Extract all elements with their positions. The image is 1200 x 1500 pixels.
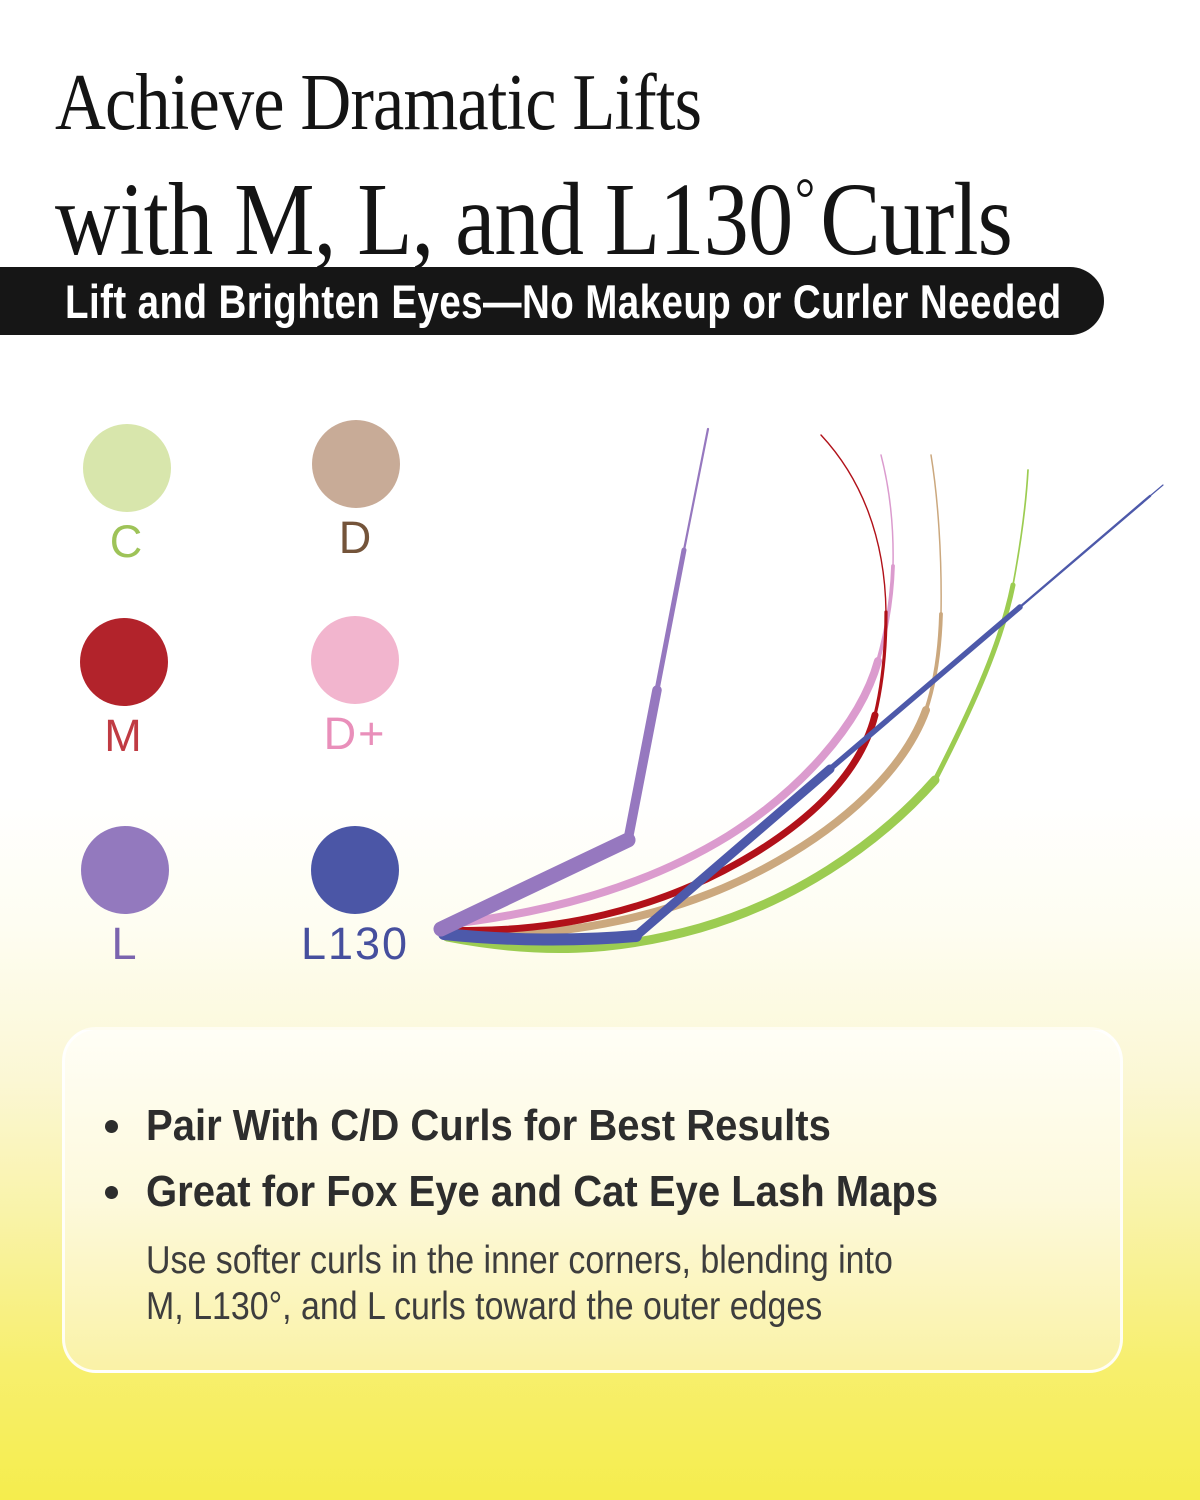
banner-text: Lift and Brighten Eyes—No Makeup or Curl…: [65, 274, 1062, 328]
curl-curve-l130: [438, 484, 1164, 946]
curl-curve-d-plus: [439, 454, 895, 929]
legend-label-l130: L130: [300, 918, 410, 969]
legend-label-m: M: [104, 710, 144, 761]
legend-label-d-plus: D+: [323, 708, 387, 759]
title-line-2: with M, L, and L130°Curls: [55, 146, 1013, 273]
legend-label-c: C: [109, 516, 145, 567]
bullet-item-1: Pair With C/D Curls for Best Results: [65, 1100, 1120, 1162]
legend-swatch-l130: [311, 826, 399, 914]
legend-item-d-plus: D+: [311, 616, 399, 759]
bullet-text-2: Great for Fox Eye and Cat Eye Lash Maps: [146, 1167, 939, 1216]
bullet-dot: [105, 1120, 118, 1133]
legend-swatch-d-plus: [311, 616, 399, 704]
legend-swatch-m: [80, 618, 168, 706]
bullet-item-2: Great for Fox Eye and Cat Eye Lash Maps: [65, 1166, 1120, 1228]
legend-item-l: L: [81, 826, 169, 969]
legend-swatch-c: [83, 424, 171, 512]
info-card: Pair With C/D Curls for Best Results Gre…: [62, 1027, 1123, 1373]
title-line-2-suffix: Curls: [820, 162, 1013, 278]
degree-symbol: °: [794, 166, 816, 231]
legend-swatch-d: [312, 420, 400, 508]
bullet-dot: [105, 1186, 118, 1199]
note-line-1: Use softer curls in the inner corners, b…: [146, 1239, 893, 1282]
title-line-1: Achieve Dramatic Lifts: [55, 57, 702, 147]
curl-curve-c: [442, 469, 1029, 954]
banner: Lift and Brighten Eyes—No Makeup or Curl…: [0, 267, 1104, 335]
bullet-text-1: Pair With C/D Curls for Best Results: [146, 1101, 831, 1150]
legend-item-l130: L130: [301, 826, 407, 969]
legend-swatch-l: [81, 826, 169, 914]
legend-label-l: L: [111, 918, 139, 969]
page-title: Achieve Dramatic Lifts with M, L, and L1…: [55, 58, 1155, 273]
note-paragraph: Use softer curls in the inner corners, b…: [146, 1238, 893, 1330]
legend-label-d: D: [338, 512, 374, 563]
legend-item-d: D: [312, 420, 400, 563]
legend-item-c: C: [83, 424, 171, 567]
curl-curve-l: [433, 427, 710, 937]
note-line-2: M, L130°, and L curls toward the outer e…: [146, 1285, 823, 1328]
curl-curve-d: [440, 454, 943, 939]
curl-curve-m: [440, 434, 888, 934]
title-line-2-prefix: with M, L, and L130: [55, 162, 793, 278]
legend-item-m: M: [80, 618, 168, 761]
